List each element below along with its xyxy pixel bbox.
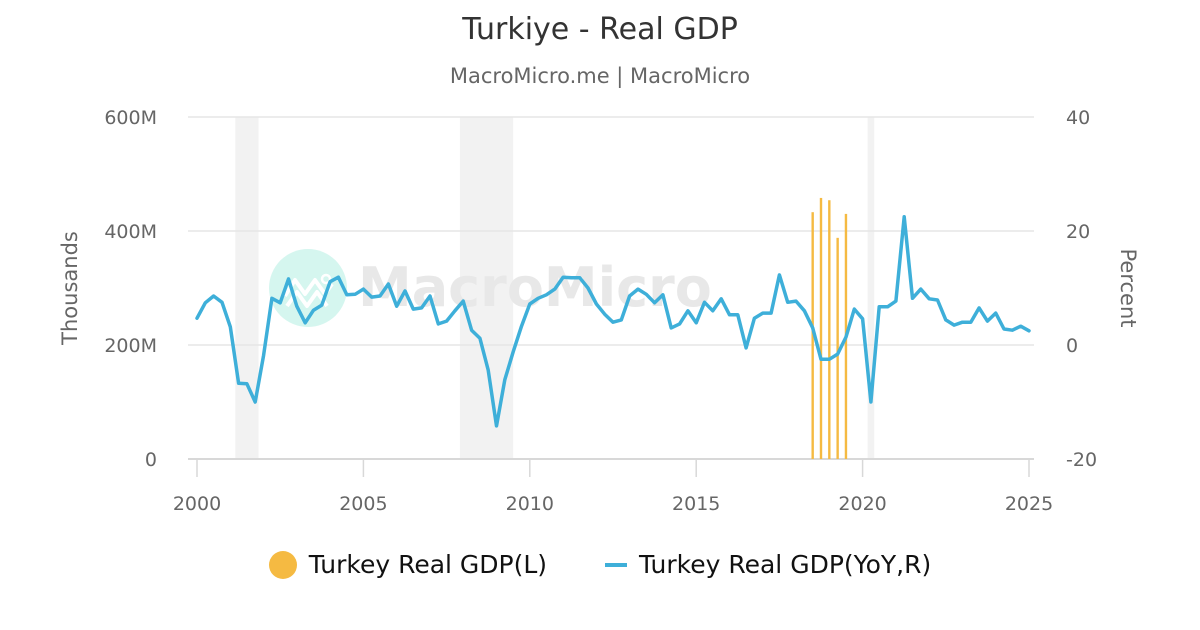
gdp-bar[interactable] <box>811 212 814 459</box>
x-tick-label: 2025 <box>1005 493 1053 515</box>
legend-line-icon <box>605 562 628 567</box>
left-axis-title: Thousands <box>58 231 82 346</box>
recession-band <box>459 117 514 459</box>
watermark-text: MacroMicro <box>358 256 712 319</box>
x-tick-label: 2015 <box>672 493 720 515</box>
gdp-bar[interactable] <box>828 200 831 459</box>
gdp-bar[interactable] <box>819 197 823 459</box>
legend-item-real-gdp[interactable]: Turkey Real GDP(L) <box>268 550 548 579</box>
right-tick-label: 20 <box>1066 221 1090 243</box>
left-tick-label: 0 <box>145 449 157 471</box>
x-tick-label: 2020 <box>838 493 886 515</box>
x-tick-label: 2000 <box>173 493 221 515</box>
legend-label: Turkey Real GDP(L) <box>308 550 548 579</box>
legend-item-real-gdp-yoy[interactable]: Turkey Real GDP(YoY,R) <box>605 550 931 579</box>
left-tick-label: 600M <box>104 107 157 129</box>
legend-circle-icon <box>268 550 297 579</box>
bar-series-gdp <box>811 197 848 459</box>
recession-band <box>867 117 875 459</box>
right-tick-label: -20 <box>1066 449 1097 471</box>
recession-band <box>235 117 259 459</box>
x-tick-label: 2005 <box>339 493 387 515</box>
left-y-axis: 0 200M 400M 600M <box>104 107 157 471</box>
line-series-gdp-yoy <box>195 215 1031 428</box>
x-axis: 2000 2005 2010 2015 2020 2025 <box>173 459 1053 515</box>
x-tick-label: 2010 <box>506 493 554 515</box>
legend-label: Turkey Real GDP(YoY,R) <box>639 550 932 579</box>
legend: Turkey Real GDP(L) Turkey Real GDP(YoY,R… <box>0 550 1200 579</box>
right-axis-title: Percent <box>1116 248 1140 327</box>
watermark: MacroMicro <box>269 249 712 327</box>
recession-bands <box>235 117 875 459</box>
right-tick-label: 40 <box>1066 107 1090 129</box>
chart-subtitle: MacroMicro.me | MacroMicro <box>449 64 751 88</box>
right-tick-label: 0 <box>1066 335 1078 357</box>
grid-lines <box>188 116 1034 460</box>
right-y-axis: -20 0 20 40 <box>1066 107 1097 471</box>
gdp-bar[interactable] <box>836 237 839 459</box>
chart-title: Turkiye - Real GDP <box>462 12 738 47</box>
left-tick-label: 200M <box>104 335 157 357</box>
left-tick-label: 400M <box>104 221 157 243</box>
